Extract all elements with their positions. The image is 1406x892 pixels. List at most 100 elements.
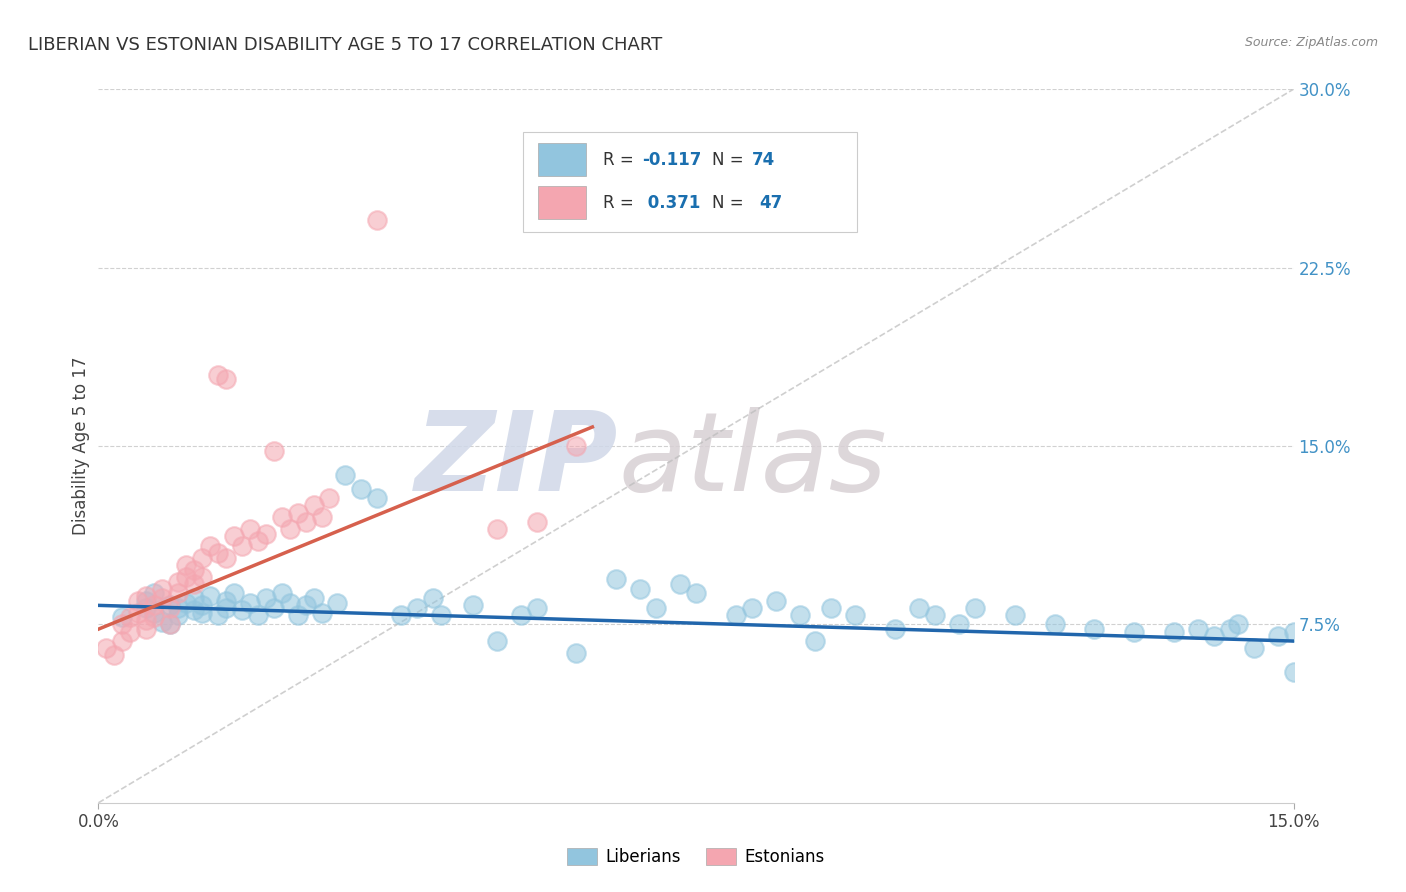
Point (1202, 629, 1225, 643)
Point (183, 577, 205, 591)
Text: atlas: atlas (619, 407, 887, 514)
Point (159, 617, 181, 632)
Text: R =: R = (603, 151, 638, 169)
Point (215, 372, 238, 386)
Point (924, 607, 946, 622)
Point (422, 591, 444, 606)
Text: Source: ZipAtlas.com: Source: ZipAtlas.com (1244, 36, 1378, 49)
Point (461, 599, 484, 613)
Point (741, 600, 763, 615)
Point (167, 600, 190, 615)
Point (406, 600, 429, 615)
Point (215, 600, 238, 615)
Point (120, 610, 142, 624)
Point (135, 600, 157, 615)
Point (565, 439, 588, 453)
Point (135, 593, 157, 607)
Point (167, 574, 190, 589)
Point (174, 558, 197, 572)
Point (111, 617, 134, 632)
Point (207, 607, 229, 622)
Point (1243, 641, 1265, 656)
Point (215, 593, 238, 607)
Point (143, 586, 166, 600)
Point (389, 607, 412, 622)
Point (948, 617, 970, 632)
Point (239, 596, 262, 610)
Point (724, 607, 747, 622)
Point (605, 572, 627, 586)
Point (1282, 665, 1305, 679)
Point (174, 570, 197, 584)
Point (1083, 622, 1105, 636)
Point (207, 546, 229, 560)
Point (1043, 617, 1066, 632)
Point (167, 607, 190, 622)
Text: 74: 74 (752, 151, 775, 169)
Point (183, 603, 205, 617)
Point (150, 615, 173, 629)
Point (628, 582, 651, 596)
Point (844, 607, 866, 622)
Point (239, 522, 262, 536)
Text: N =: N = (711, 151, 748, 169)
Point (143, 610, 166, 624)
Point (222, 586, 245, 600)
Y-axis label: Disability Age 5 to 17: Disability Age 5 to 17 (72, 357, 90, 535)
Point (1219, 622, 1241, 636)
Point (120, 624, 142, 639)
Point (294, 515, 316, 529)
Point (789, 607, 811, 622)
Point (127, 606, 149, 620)
Point (1163, 624, 1185, 639)
FancyBboxPatch shape (538, 186, 586, 219)
Point (111, 634, 134, 648)
Point (669, 577, 692, 591)
Point (1187, 622, 1209, 636)
Point (198, 539, 221, 553)
Point (908, 600, 931, 615)
Point (246, 534, 269, 549)
Point (963, 600, 986, 615)
Point (246, 607, 269, 622)
Point (150, 582, 173, 596)
Point (270, 586, 292, 600)
Point (302, 499, 325, 513)
Point (485, 634, 508, 648)
Point (685, 586, 707, 600)
Point (318, 491, 340, 506)
Point (191, 570, 214, 584)
Point (526, 600, 548, 615)
Point (143, 606, 166, 620)
Point (526, 515, 548, 529)
Point (1226, 617, 1249, 632)
Text: R =: R = (603, 194, 638, 211)
Point (509, 607, 531, 622)
Point (820, 600, 842, 615)
Point (150, 591, 173, 606)
Point (287, 607, 309, 622)
Point (135, 622, 157, 636)
Point (287, 506, 309, 520)
Point (335, 467, 357, 482)
Point (1004, 607, 1026, 622)
Point (215, 550, 238, 565)
Point (222, 529, 245, 543)
Point (174, 596, 197, 610)
Point (311, 606, 333, 620)
Point (135, 589, 157, 603)
Point (278, 522, 301, 536)
Point (765, 593, 787, 607)
Point (366, 213, 388, 227)
Text: 47: 47 (759, 194, 783, 211)
Text: N =: N = (711, 194, 748, 211)
Point (565, 646, 588, 660)
Point (231, 539, 253, 553)
Text: LIBERIAN VS ESTONIAN DISABILITY AGE 5 TO 17 CORRELATION CHART: LIBERIAN VS ESTONIAN DISABILITY AGE 5 TO… (28, 36, 662, 54)
Point (207, 368, 229, 382)
Text: 0.371: 0.371 (643, 194, 700, 211)
Point (278, 596, 301, 610)
Point (159, 599, 181, 613)
Point (1123, 624, 1146, 639)
Point (159, 600, 181, 615)
